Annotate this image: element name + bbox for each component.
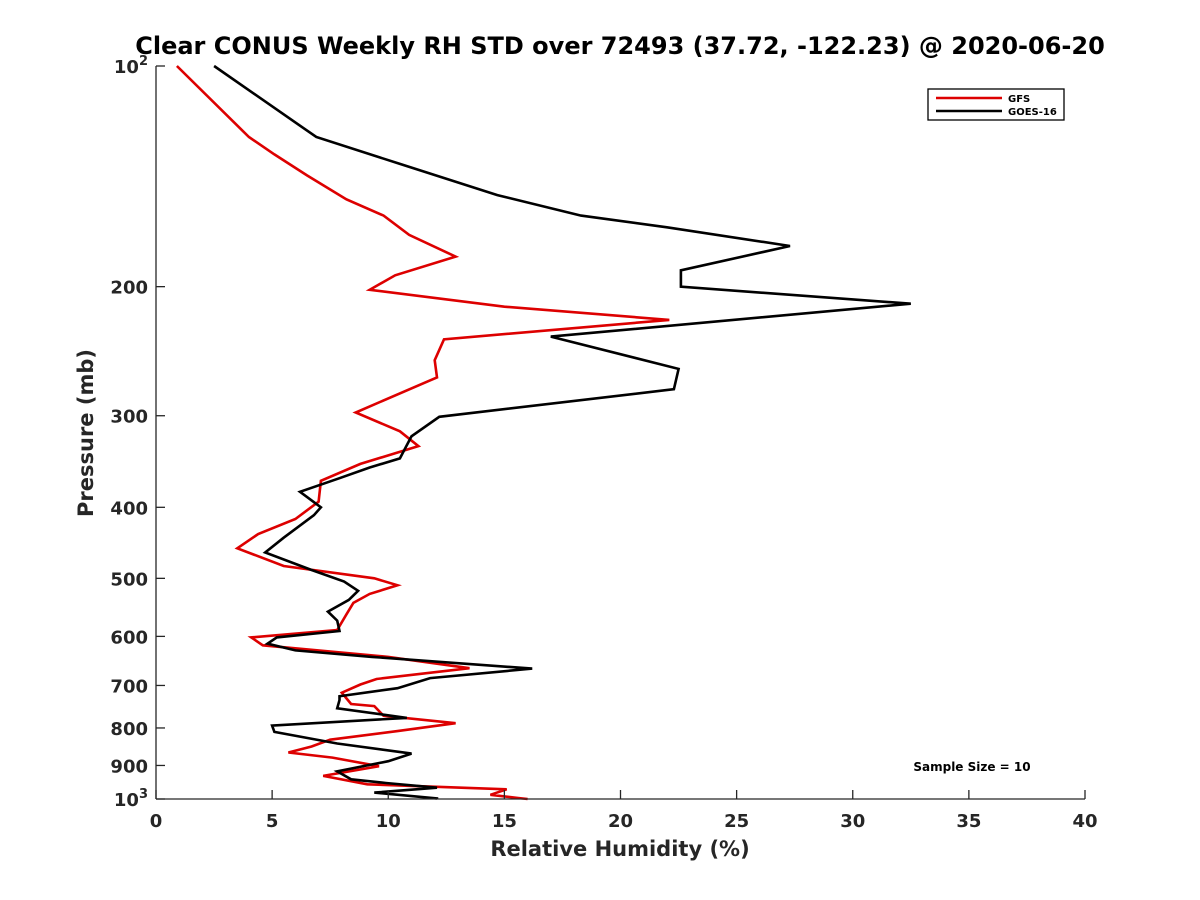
legend-box	[927, 88, 1065, 121]
plot-frame	[156, 66, 1085, 799]
legend-label: GFS	[1008, 94, 1030, 105]
x-axis-ticks: 0 5 10 15 20 25 30 35 40	[150, 790, 1098, 832]
plot-area	[175, 64, 911, 801]
axes	[155, 66, 1085, 800]
x-tick-label: 20	[608, 811, 633, 832]
y-tick-label: 500	[110, 569, 148, 590]
y-tick-label: 102	[114, 54, 148, 78]
series-line-gfs	[175, 65, 670, 801]
x-tick-label: 35	[956, 811, 981, 832]
y-tick-label: 200	[110, 278, 148, 299]
x-tick-label: 30	[840, 811, 865, 832]
x-axis-label: Relative Humidity (%)	[490, 837, 749, 861]
y-tick-label: 900	[110, 756, 148, 777]
y-tick-label: 300	[110, 407, 148, 428]
x-tick-label: 40	[1072, 811, 1097, 832]
series-line-goes-16	[213, 64, 911, 800]
y-tick-label: 600	[110, 627, 148, 648]
x-tick-label: 5	[266, 811, 279, 832]
y-axis-ticks: 102 200 300 400 500 600 700 800 900 103	[110, 54, 165, 811]
y-tick-label: 800	[110, 719, 148, 740]
y-tick-label: 103	[114, 787, 148, 811]
chart-title: Clear CONUS Weekly RH STD over 72493 (37…	[135, 32, 1105, 60]
y-tick-label: 400	[110, 498, 148, 519]
legend: GFS GOES-16	[927, 88, 1065, 121]
y-tick-label: 700	[110, 676, 148, 697]
y-axis-label: Pressure (mb)	[74, 349, 98, 517]
sample-size-annotation: Sample Size = 10	[913, 760, 1030, 774]
x-tick-label: 15	[492, 811, 517, 832]
x-tick-label: 10	[376, 811, 401, 832]
x-tick-label: 25	[724, 811, 749, 832]
legend-label: GOES-16	[1008, 107, 1057, 118]
x-tick-label: 0	[150, 811, 163, 832]
